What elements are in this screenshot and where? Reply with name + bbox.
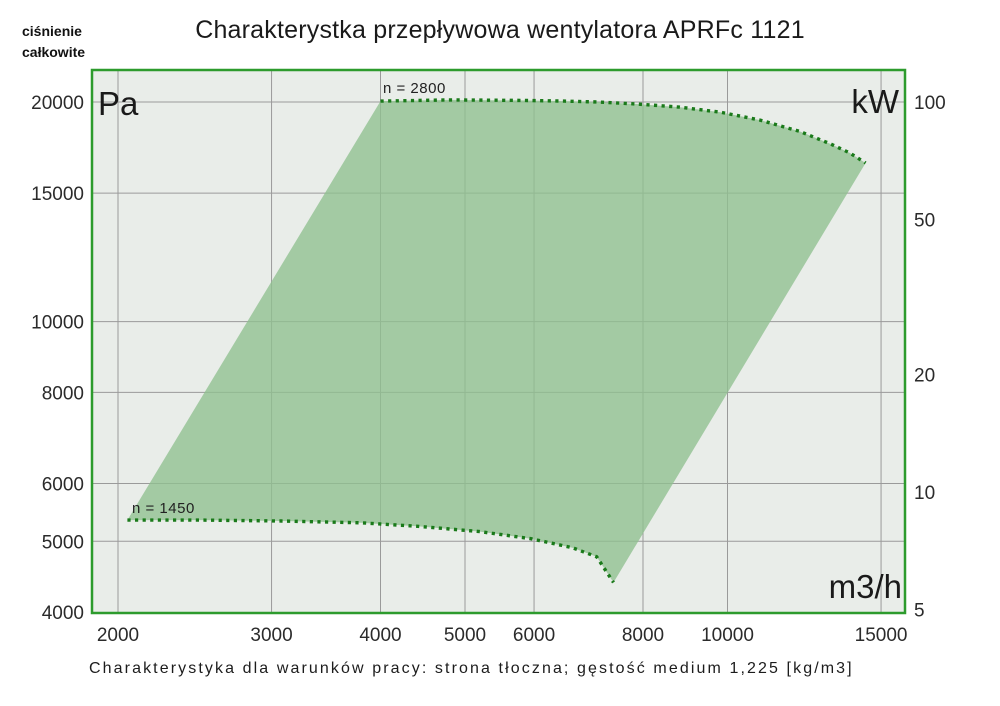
flow-tick-label: 5000 [444,625,486,646]
kw-tick-label: 50 [914,210,935,231]
chart-caption: Charakterystyka dla warunków pracy: stro… [89,660,854,677]
power-unit-label: kW [851,83,899,120]
y-axis-description-line2: całkowite [22,44,86,60]
upper-curve-label: n = 2800 [383,80,446,97]
pa-tick-label: 20000 [31,93,84,114]
kw-tick-label: 10 [914,483,935,504]
flow-tick-label: 3000 [250,625,292,646]
pa-tick-label: 15000 [31,184,84,205]
flow-tick-label: 10000 [701,625,754,646]
pa-tick-label: 10000 [31,313,84,334]
kw-tick-label: 20 [914,366,935,387]
lower-speed-curve [127,518,615,584]
upper-speed-curve [380,98,867,165]
pa-tick-label: 6000 [42,474,84,495]
kw-tick-label: 5 [914,600,925,621]
flow-tick-label: 6000 [513,625,555,646]
flow-unit-label: m3/h [828,568,902,605]
pa-tick-label: 4000 [42,603,84,624]
pa-tick-label: 5000 [42,532,84,553]
plot-border [90,68,907,615]
pa-tick-label: 8000 [42,383,84,404]
operating-envelope [127,99,866,583]
flow-tick-label: 15000 [855,625,908,646]
y-axis-description-line1: ciśnienie [22,23,82,39]
page-title: Charakterystka przepływowa wentylatora A… [195,16,805,44]
lower-curve-label: n = 1450 [132,500,195,517]
flow-tick-label: 2000 [97,625,139,646]
pressure-unit-label: Pa [98,85,139,122]
y-axis-description: ciśnienie całkowite [22,21,85,63]
flow-tick-label: 8000 [622,625,664,646]
flow-tick-label: 4000 [359,625,401,646]
kw-tick-label: 100 [914,93,946,114]
